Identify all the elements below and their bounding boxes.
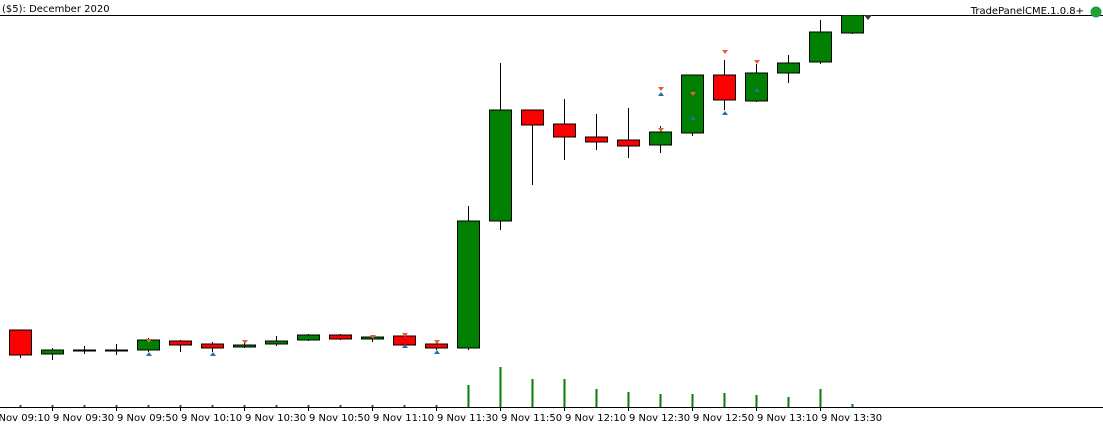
trade-markers <box>146 50 760 356</box>
x-tick-label: 9 Nov 09:10 <box>0 413 50 424</box>
candle-body <box>745 72 768 102</box>
x-tick-label: 9 Nov 10:10 <box>181 413 242 424</box>
candle-body <box>297 334 320 341</box>
candle-body <box>521 109 544 126</box>
candle-body <box>9 329 32 356</box>
candle-body <box>105 349 128 352</box>
x-tick-label: 9 Nov 13:10 <box>757 413 818 424</box>
x-tick-label: 9 Nov 11:30 <box>437 413 498 424</box>
plot-area <box>9 15 864 360</box>
candle-body <box>617 139 640 147</box>
candle-body <box>425 343 448 349</box>
indicator-label: TradePanelCME.1.0.8+ <box>970 6 1084 17</box>
x-tick-label: 9 Nov 13:30 <box>821 413 882 424</box>
indicator-icon <box>1090 6 1102 18</box>
candle-body <box>393 335 416 346</box>
x-tick-label: 9 Nov 12:10 <box>565 413 626 424</box>
candle-body <box>169 340 192 346</box>
x-tick-label: 9 Nov 10:50 <box>309 413 370 424</box>
candle-body <box>777 62 800 74</box>
candle-body <box>553 123 576 138</box>
x-tick-label: 9 Nov 11:50 <box>501 413 562 424</box>
x-tick-label: 9 Nov 10:30 <box>245 413 306 424</box>
x-tick-label: 9 Nov 12:50 <box>693 413 754 424</box>
candle-body <box>73 349 96 352</box>
x-tick-label: 9 Nov 09:30 <box>53 413 114 424</box>
x-tick-label: 9 Nov 09:50 <box>117 413 178 424</box>
x-tick-label: 9 Nov 12:30 <box>629 413 690 424</box>
candle-body <box>329 334 352 340</box>
candle-body <box>265 340 288 345</box>
candle-body <box>713 74 736 101</box>
shift-marker <box>864 15 872 20</box>
candle-body <box>841 15 864 34</box>
chart-title: ($5): December 2020 <box>2 4 110 15</box>
candle-body <box>457 220 480 349</box>
candle-body <box>809 31 832 63</box>
candle-body <box>41 349 64 355</box>
x-tick-label: 9 Nov 11:10 <box>373 413 434 424</box>
candle-body <box>489 109 512 222</box>
candle-body <box>649 131 672 146</box>
candle-body <box>585 136 608 143</box>
candle-body <box>233 344 256 348</box>
candle-body <box>201 343 224 349</box>
candle-body <box>681 74 704 134</box>
